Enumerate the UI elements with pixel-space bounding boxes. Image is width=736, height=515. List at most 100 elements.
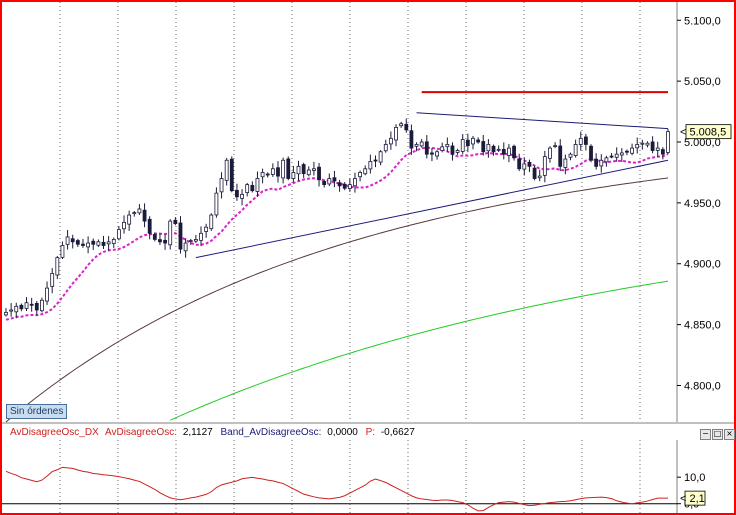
candle (583, 133, 588, 151)
candle (512, 144, 516, 161)
candle-body (435, 151, 439, 157)
candle-body (81, 243, 85, 246)
candle-body (625, 150, 629, 153)
candle-body (358, 172, 362, 178)
candle (19, 303, 24, 312)
candle-body (317, 166, 321, 181)
candle (476, 137, 481, 144)
candle-body (660, 149, 665, 155)
candle (235, 183, 239, 201)
candle-body (337, 182, 342, 187)
candle-body (168, 220, 173, 246)
candle (337, 179, 342, 192)
candle (435, 150, 439, 160)
last-price-marker: < 5.008,5 (680, 124, 732, 140)
candle-body (9, 309, 14, 312)
candle-body (614, 153, 619, 158)
candle-body (50, 273, 55, 287)
candle (312, 161, 316, 176)
moving-average-brown (5, 177, 669, 423)
candle-body (75, 240, 80, 245)
candle-body (619, 152, 624, 156)
candle-body (265, 173, 270, 176)
close-icon[interactable]: × (724, 429, 735, 440)
candle-body (445, 144, 450, 148)
candle-body (183, 242, 188, 252)
candle-body (306, 169, 311, 176)
price-tick-label: 4.850,0 (684, 320, 721, 332)
price-tick-label: 5.100,0 (684, 15, 721, 27)
candle (424, 135, 429, 159)
candle-body (106, 241, 111, 245)
candle-body (501, 148, 506, 155)
candle (614, 147, 619, 162)
candle (553, 142, 558, 149)
candle (625, 149, 629, 156)
candle-body (527, 161, 532, 167)
candle-body (4, 312, 8, 316)
price-tick-label: 4.950,0 (684, 198, 721, 210)
candle (14, 302, 19, 319)
price-tick-label: 4.900,0 (684, 259, 721, 271)
candle (91, 238, 96, 250)
candle-body (522, 163, 527, 170)
candle-body (578, 137, 583, 145)
candle-body (286, 158, 291, 179)
osc-label: AvDisagreeOsc: (105, 427, 177, 438)
candle-body (404, 123, 409, 131)
candle (594, 153, 599, 170)
trendlines (195, 91, 669, 259)
candle (542, 150, 547, 183)
orders-status-label[interactable]: Sin órdenes (6, 404, 68, 419)
candle (55, 255, 60, 280)
candle (101, 235, 106, 249)
candle-body (548, 147, 552, 159)
minimize-icon[interactable]: − (700, 429, 711, 440)
candle-body (312, 168, 316, 171)
candle (178, 216, 183, 254)
candle (501, 142, 506, 160)
candle (204, 223, 209, 238)
candle-body (532, 167, 537, 179)
candle-body (537, 175, 542, 179)
candle (219, 172, 224, 199)
candle (414, 142, 419, 152)
candle (147, 216, 152, 240)
price-axis: 4.800,0 4.850,0 4.900,0 4.950,0 5.000,0 5.050… (677, 15, 721, 392)
candle-body (440, 146, 445, 151)
candle (60, 241, 65, 260)
candle (578, 131, 583, 151)
osc-last-box (684, 490, 706, 506)
candle-body (460, 139, 465, 152)
restore-icon[interactable]: □ (712, 429, 723, 440)
last-price-box (685, 124, 732, 140)
candle (265, 172, 270, 178)
candle-body (332, 177, 337, 182)
candle (363, 165, 368, 176)
candle-body (594, 158, 599, 167)
candle-body (650, 141, 655, 151)
p-value: -0,6627 (381, 427, 415, 438)
candle-body (45, 287, 49, 302)
candle (655, 141, 660, 158)
candle (491, 144, 496, 156)
candle-body (34, 303, 39, 311)
candle (137, 204, 142, 215)
candlestick-series (4, 118, 670, 319)
candle (573, 139, 578, 158)
candle (327, 173, 332, 187)
candle (599, 154, 604, 173)
moving-average-green (170, 280, 669, 421)
candle-body (116, 229, 121, 240)
candle (45, 281, 49, 305)
candle (666, 128, 670, 155)
candle (399, 121, 404, 128)
candle-body (450, 145, 455, 155)
candle (24, 297, 29, 312)
candle (465, 133, 470, 153)
last-price-label: < 5.008,5 (680, 127, 726, 139)
oscillator-line (5, 466, 668, 512)
candle (224, 157, 229, 186)
candle (471, 135, 475, 150)
candle-body (347, 184, 352, 189)
